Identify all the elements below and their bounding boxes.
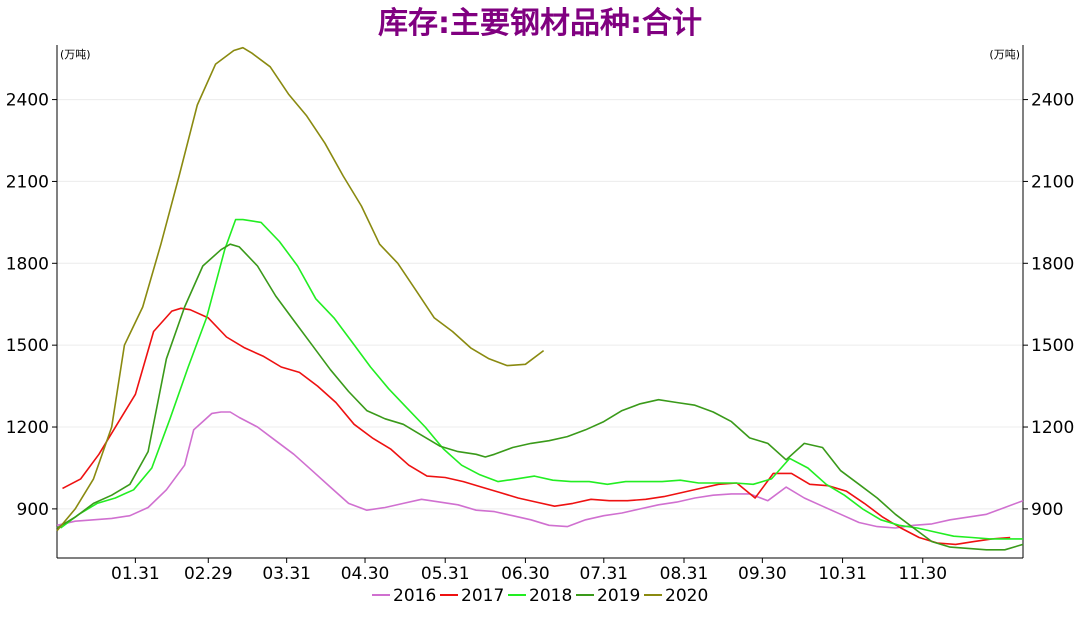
series-line-2016 (56, 411, 1024, 529)
axes: 900 900 1200 1200 1500 1500 1800 1800 2100 2100 24… (6, 45, 1074, 584)
y-tick-label-left: 2100 (6, 172, 49, 192)
x-tick-label: 03.31 (262, 564, 311, 584)
legend: 2016 2017 2018 2019 2020 (372, 586, 708, 606)
x-tick-label: 02.29 (184, 564, 233, 584)
x-tick-label: 08.31 (660, 564, 709, 584)
y-tick-label-right: 1200 (1031, 418, 1074, 438)
x-tick-label: 09.30 (738, 564, 787, 584)
series-line-2019 (56, 243, 1024, 551)
chart-title: 库存:主要钢材品种:合计 (378, 6, 702, 41)
x-tick-label: 05.31 (421, 564, 470, 584)
x-tick-label: 10.31 (818, 564, 867, 584)
grid-lines (57, 99, 1023, 510)
legend-label: 2019 (597, 586, 640, 606)
y-tick-label-right: 2400 (1031, 91, 1074, 111)
y-tick-label-left: 1200 (6, 418, 49, 438)
y-tick-label-right: 900 (1031, 500, 1063, 520)
x-tick-label: 11.30 (898, 564, 947, 584)
legend-label: 2018 (529, 586, 572, 606)
legend-label: 2016 (393, 586, 436, 606)
series-line-2018 (60, 218, 1023, 540)
y-tick-label-right: 1500 (1031, 336, 1074, 356)
legend-label: 2020 (665, 586, 708, 606)
left-axis-unit: (万吨) (60, 48, 91, 61)
series-lines (56, 46, 1024, 551)
right-axis-unit: (万吨) (989, 48, 1020, 61)
y-tick-label-right: 2100 (1031, 172, 1074, 192)
y-tick-label-right: 1800 (1031, 254, 1074, 274)
x-tick-label: 06.30 (501, 564, 550, 584)
series-line-2020 (56, 46, 545, 532)
y-tick-label-left: 900 (17, 500, 49, 520)
x-tick-label: 07.31 (579, 564, 628, 584)
x-tick-label: 04.30 (341, 564, 390, 584)
x-tick-label: 01.31 (111, 564, 160, 584)
legend-label: 2017 (461, 586, 504, 606)
y-tick-label-left: 1500 (6, 336, 49, 356)
y-tick-label-left: 2400 (6, 91, 49, 111)
series-line-2017 (62, 307, 1011, 546)
y-tick-label-left: 1800 (6, 254, 49, 274)
